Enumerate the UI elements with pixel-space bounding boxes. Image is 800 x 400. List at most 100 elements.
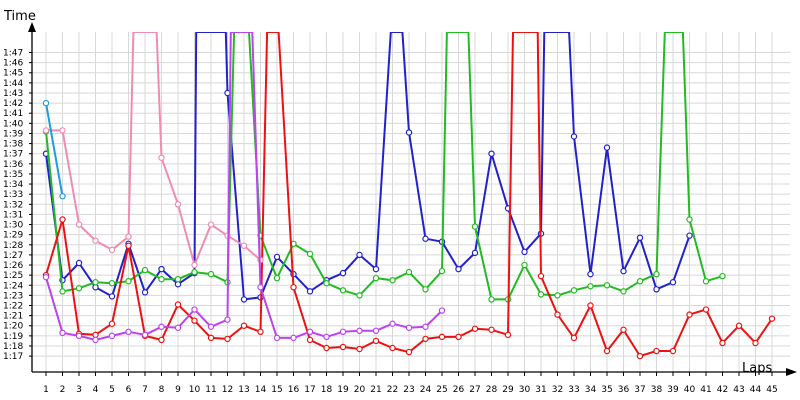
- data-point: [59, 193, 66, 200]
- x-tick-label: 13: [238, 385, 249, 395]
- data-point: [537, 272, 545, 280]
- data-point: [422, 323, 429, 330]
- x-tick-label: 30: [519, 385, 531, 395]
- data-point: [92, 336, 99, 344]
- data-point: [587, 302, 594, 309]
- x-tick-label: 25: [436, 385, 447, 395]
- data-point: [92, 237, 99, 244]
- data-point: [92, 279, 99, 286]
- data-point: [554, 311, 561, 318]
- y-tick-label: 1:25: [3, 271, 23, 281]
- series-3: [42, 32, 264, 269]
- x-tick-label: 12: [222, 385, 233, 395]
- x-tick-label: 15: [271, 385, 282, 395]
- data-point: [603, 347, 611, 355]
- data-point: [488, 326, 495, 333]
- data-point: [405, 348, 413, 356]
- data-point: [273, 274, 281, 282]
- data-point: [356, 292, 363, 299]
- data-point: [636, 278, 644, 285]
- series-layer: [42, 32, 776, 360]
- data-point: [92, 331, 99, 339]
- y-tick-label: 1:21: [3, 312, 23, 322]
- data-point: [603, 282, 611, 289]
- y-tick-label: 1:36: [3, 160, 23, 170]
- data-point: [488, 150, 495, 157]
- data-point: [570, 287, 578, 294]
- data-point: [191, 268, 198, 276]
- y-tick-label: 1:17: [3, 352, 23, 362]
- data-point: [125, 328, 132, 336]
- data-point: [42, 99, 50, 107]
- data-point: [240, 296, 248, 303]
- y-tick-label: 1:42: [3, 99, 23, 109]
- y-tick-label: 1:18: [3, 342, 23, 352]
- y-tick-label: 1:37: [3, 150, 23, 160]
- data-point: [620, 288, 627, 295]
- x-tick-label: 39: [667, 385, 679, 395]
- data-point: [174, 324, 182, 331]
- data-point: [669, 279, 677, 286]
- x-tick-label: 9: [175, 385, 181, 395]
- y-tick-label: 1:28: [3, 241, 23, 251]
- data-point: [339, 287, 347, 294]
- y-tick-label: 1:43: [3, 89, 23, 99]
- data-point: [339, 343, 347, 351]
- data-point: [471, 223, 479, 230]
- ticks: 1:171:181:191:201:211:221:231:241:251:26…: [3, 49, 778, 396]
- x-tick-label: 23: [403, 385, 414, 395]
- data-point: [75, 221, 83, 228]
- y-tick-label: 1:23: [3, 291, 23, 301]
- x-tick-label: 17: [304, 385, 315, 395]
- series-5: [42, 99, 66, 200]
- data-point: [207, 221, 215, 228]
- data-point: [521, 261, 528, 269]
- grid: [32, 32, 790, 372]
- y-tick-label: 1:30: [3, 221, 23, 231]
- data-point: [141, 331, 149, 339]
- data-point: [306, 336, 314, 344]
- data-point: [389, 277, 396, 284]
- axes: [28, 22, 797, 376]
- data-point: [356, 251, 363, 259]
- data-point: [455, 265, 462, 273]
- x-tick-label: 5: [109, 385, 115, 395]
- x-tick-label: 22: [387, 385, 398, 395]
- data-point: [702, 306, 710, 313]
- data-point: [422, 335, 429, 343]
- data-point: [389, 344, 396, 352]
- data-point: [471, 249, 479, 257]
- series-line: [46, 32, 262, 266]
- x-tick-label: 6: [126, 385, 132, 395]
- y-axis-title: Time: [3, 9, 36, 24]
- data-point: [323, 344, 330, 352]
- data-point: [224, 316, 231, 323]
- x-tick-label: 44: [750, 385, 762, 395]
- x-tick-label: 4: [93, 385, 99, 395]
- data-point: [158, 265, 165, 273]
- data-point: [191, 261, 198, 269]
- data-point: [405, 324, 413, 331]
- x-tick-label: 32: [552, 385, 563, 395]
- x-tick-label: 43: [733, 385, 744, 395]
- data-point: [224, 335, 231, 343]
- data-point: [158, 336, 165, 344]
- data-point: [207, 270, 215, 278]
- data-point: [521, 248, 528, 256]
- data-point: [75, 285, 83, 292]
- x-tick-label: 27: [469, 385, 480, 395]
- data-point: [455, 333, 462, 341]
- series-1: [42, 32, 726, 303]
- x-tick-label: 2: [60, 385, 66, 395]
- data-point: [59, 127, 66, 134]
- data-point: [356, 345, 363, 353]
- x-tick-label: 11: [205, 385, 216, 395]
- x-tick-label: 42: [717, 385, 728, 395]
- series-4: [42, 32, 446, 344]
- data-point: [686, 216, 693, 223]
- data-point: [438, 333, 446, 341]
- data-point: [306, 328, 314, 336]
- data-point: [108, 320, 116, 327]
- series-line: [45, 32, 691, 301]
